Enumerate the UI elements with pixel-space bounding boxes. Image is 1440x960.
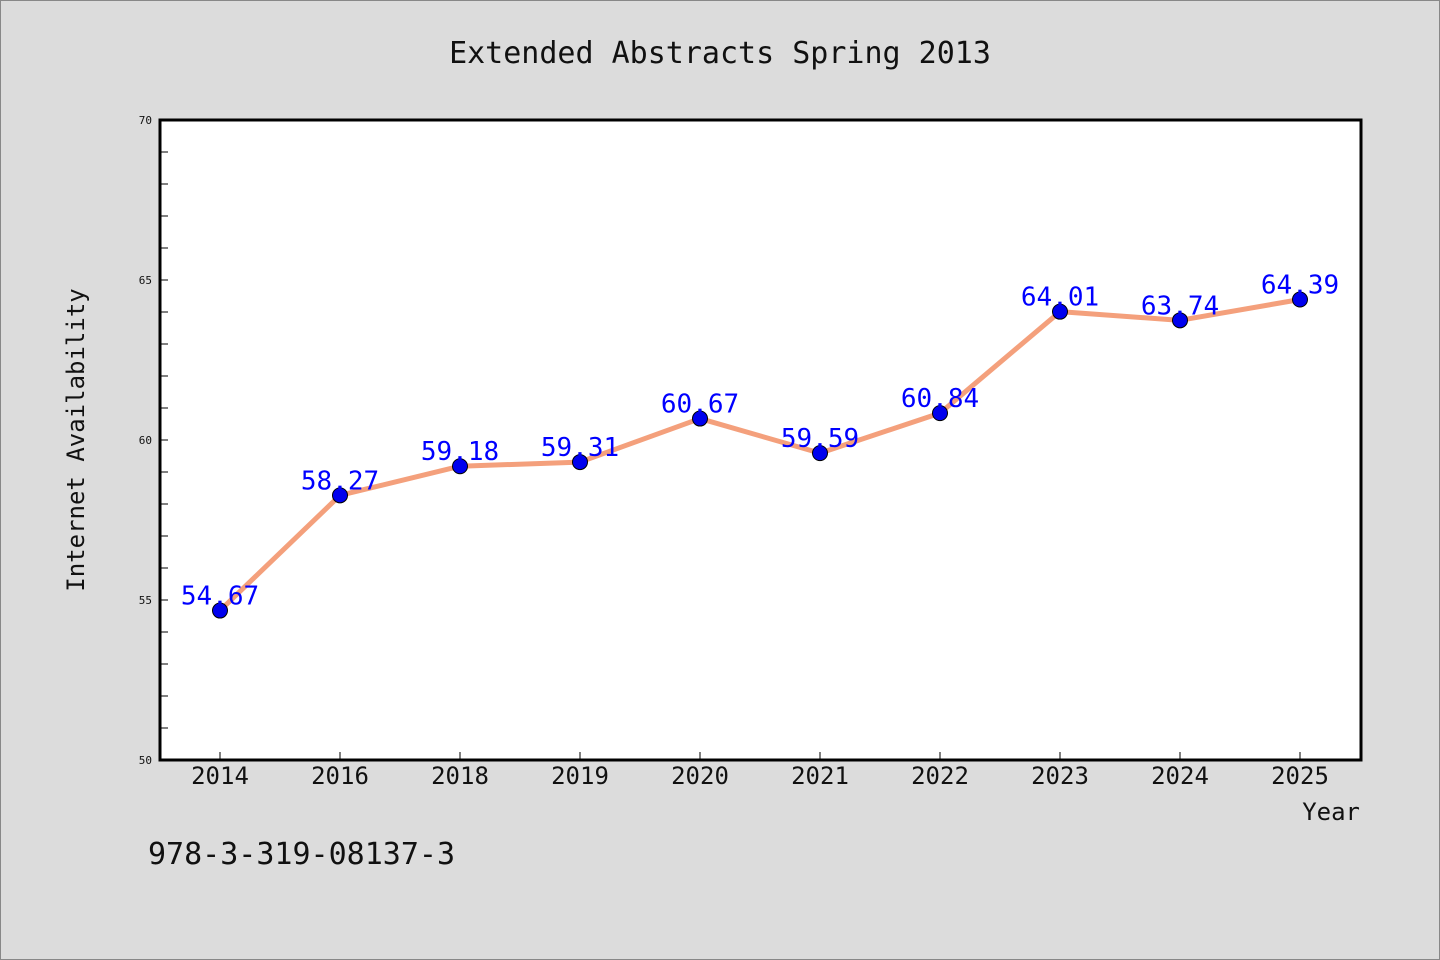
data-point xyxy=(332,487,348,504)
data-label: 59.31 xyxy=(541,433,619,463)
data-label: 59.18 xyxy=(421,437,499,467)
data-point xyxy=(1052,303,1068,320)
x-axis-label: Year xyxy=(1302,798,1360,826)
series-line xyxy=(217,297,1303,614)
x-tick-label: 2020 xyxy=(671,762,729,790)
data-point xyxy=(932,405,948,422)
data-label: 60.84 xyxy=(901,384,979,414)
x-tick-label: 2022 xyxy=(911,762,969,790)
data-point xyxy=(212,602,228,619)
plot-area xyxy=(158,118,1363,762)
y-tick-label: 70 xyxy=(139,114,152,127)
y-axis-label: Internet Availability xyxy=(62,288,90,591)
isbn-footer: 978-3-319-08137-3 xyxy=(148,837,455,872)
y-tick-label: 50 xyxy=(139,754,152,767)
x-tick-label: 2016 xyxy=(311,762,369,790)
y-tick-label: 65 xyxy=(139,274,152,287)
x-tick-label: 2025 xyxy=(1271,762,1329,790)
x-tick-label: 2014 xyxy=(191,762,249,790)
x-tick-label: 2024 xyxy=(1151,762,1209,790)
x-tick-label: 2023 xyxy=(1031,762,1089,790)
data-label: 60.67 xyxy=(661,390,739,420)
data-point xyxy=(1172,312,1188,329)
data-label: 54.67 xyxy=(181,582,259,612)
x-tick-label: 2018 xyxy=(431,762,489,790)
x-tick-label: 2021 xyxy=(791,762,849,790)
data-label: 59.59 xyxy=(781,424,859,454)
data-point xyxy=(1292,291,1308,308)
data-label: 58.27 xyxy=(301,466,379,496)
data-label: 64.39 xyxy=(1261,271,1339,301)
y-tick-label: 55 xyxy=(139,594,152,607)
y-axis-ticks: 50 55 60 65 70 xyxy=(139,114,168,767)
x-tick-label: 2019 xyxy=(551,762,609,790)
data-point xyxy=(572,454,588,471)
x-axis-ticks: 2014 2016 2018 2019 2020 2021 2022 2023 2024 2025 xyxy=(191,752,1329,790)
data-point xyxy=(452,458,468,475)
chart-title: Extended Abstracts Spring 2013 xyxy=(449,36,991,71)
data-label: 63.74 xyxy=(1141,291,1219,321)
data-point xyxy=(692,410,708,427)
series-layer xyxy=(212,291,1308,619)
y-tick-label: 60 xyxy=(139,434,152,447)
data-point xyxy=(812,445,828,462)
data-label: 64.01 xyxy=(1021,283,1099,313)
data-labels: 54.67 58.27 59.18 59.31 60.67 59.59 60.84 64.01… xyxy=(181,271,1339,612)
